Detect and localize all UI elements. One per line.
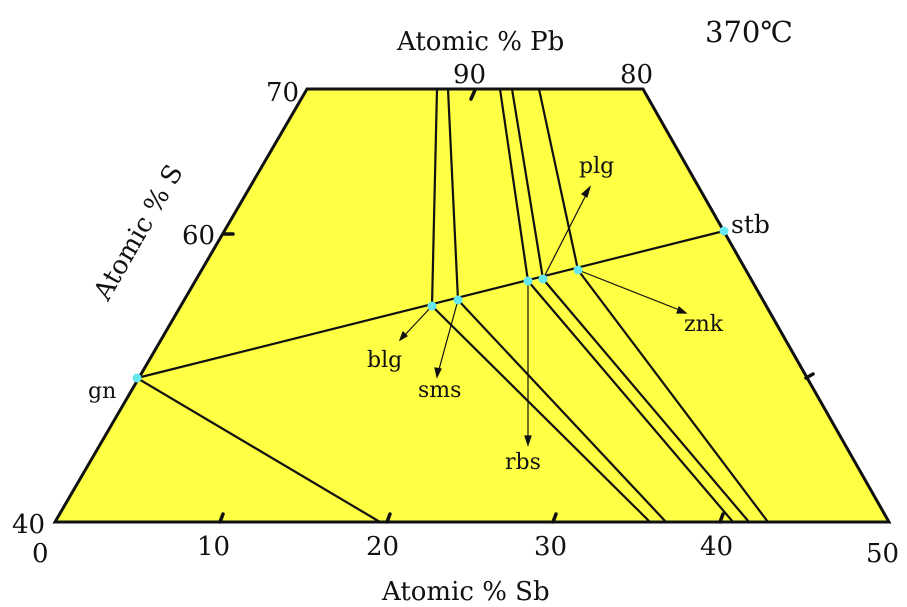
- phase-label-sms: sms: [418, 378, 461, 403]
- tick-label-top-90: 90: [453, 60, 486, 90]
- arrow-sms-line: [437, 299, 459, 374]
- tie-line-plg-bottom: [542, 278, 750, 523]
- tie-line-blg-bottom: [431, 305, 651, 523]
- arrow-znk-line: [577, 269, 683, 312]
- phase-label-znk: znk: [684, 312, 724, 337]
- axis-label-bottom: Atomic % Sb: [381, 577, 550, 607]
- tick-label-bottom-10: 10: [197, 532, 230, 562]
- phase-label-plg: plg: [579, 154, 614, 179]
- leader-arrows: [398, 185, 688, 447]
- axis-label-top: Atomic % Pb: [396, 27, 564, 57]
- tick-label-bottom-30: 30: [534, 532, 567, 562]
- arrow-plg-head: [580, 185, 592, 198]
- arrow-znk-head: [676, 305, 688, 314]
- tick-mark-bottom-40: [718, 512, 725, 524]
- tie-line-plg-top-a: [510, 88, 545, 280]
- tick-label-left-60: 60: [182, 221, 215, 251]
- temperature-title: 370℃: [705, 15, 793, 49]
- tick-label-left-40: 40: [12, 510, 45, 540]
- arrow-sms-head: [434, 367, 442, 379]
- tie-line-sms-top: [446, 88, 460, 301]
- phase-label-gn: gn: [88, 379, 116, 404]
- tie-line-rbs-bottom: [527, 280, 734, 523]
- point-stb: [719, 226, 729, 236]
- tick-label-left-70: 70: [266, 78, 299, 108]
- tick-mark-bottom-20: [385, 512, 392, 524]
- arrow-rbs-head: [524, 435, 532, 447]
- point-rbs: [523, 276, 533, 286]
- tick-label-top-80: 80: [620, 60, 653, 90]
- tie-line-plg-top-b: [537, 88, 580, 271]
- tick-label-bottom-50: 50: [866, 539, 899, 569]
- point-sms: [453, 295, 463, 305]
- point-plg: [538, 274, 548, 284]
- tie-line-sms-bottom: [457, 299, 667, 523]
- arrow-blg-line: [402, 305, 433, 338]
- tick-label-bottom-0: 0: [32, 539, 49, 569]
- tick-label-bottom-40: 40: [700, 532, 733, 562]
- tie-lines: [136, 88, 769, 523]
- phase-label-blg: blg: [367, 348, 402, 373]
- tie-line-znk-bottom: [577, 269, 769, 523]
- tick-mark-right-a: [804, 372, 815, 380]
- tie-line-gn-bottom: [136, 377, 381, 523]
- arrow-plg-line: [542, 190, 589, 280]
- phase-label-rbs: rbs: [505, 450, 541, 475]
- point-gn: [132, 373, 142, 383]
- tick-mark-bottom-30: [551, 512, 558, 524]
- phase-label-stb: stb: [731, 210, 770, 239]
- tick-label-bottom-20: 20: [366, 532, 399, 562]
- tie-line-rbs-top: [498, 88, 530, 282]
- tick-mark-bottom-10: [218, 512, 225, 524]
- point-blg: [427, 301, 437, 311]
- point-znk: [573, 265, 583, 275]
- tick-marks: [218, 88, 815, 524]
- phase-points: [132, 226, 729, 383]
- arrow-blg-head: [398, 330, 408, 342]
- phase-field: [52, 87, 892, 524]
- tie-line-blg-top: [430, 88, 439, 307]
- tick-mark-top-90: [469, 88, 477, 101]
- axis-label-left: Atomic % S: [88, 160, 190, 307]
